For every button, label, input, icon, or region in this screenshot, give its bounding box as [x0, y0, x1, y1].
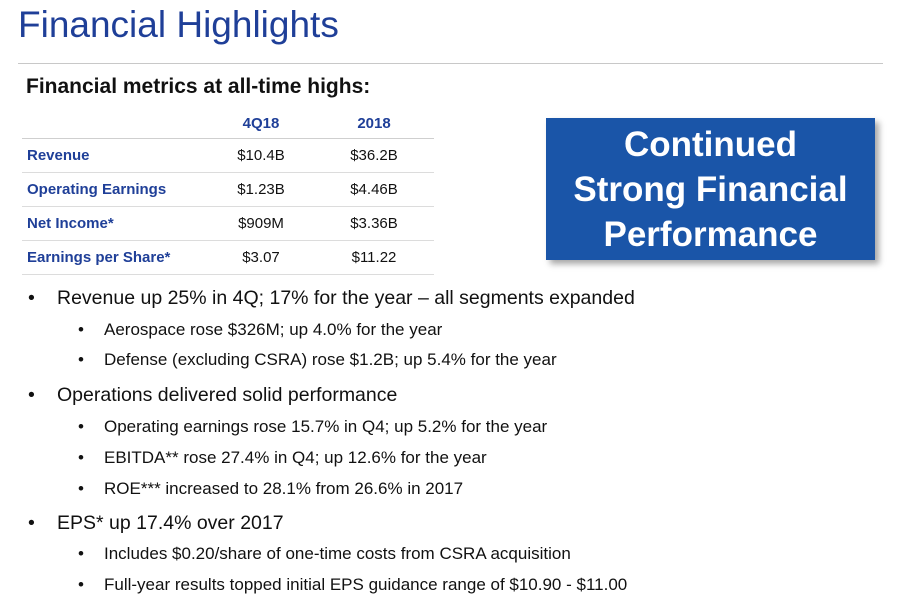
sub-bullet-marker: •: [78, 479, 84, 498]
cell-4q18: $10.4B: [208, 138, 314, 173]
sub-bullet-item: Aerospace rose $326M; up 4.0% for the ye…: [104, 320, 443, 339]
sub-bullet-marker: •: [78, 544, 84, 563]
cell-2018: $4.46B: [314, 172, 434, 207]
bullet-item: EPS* up 17.4% over 2017: [57, 512, 284, 534]
sub-bullet-marker: •: [78, 448, 84, 467]
metrics-table: 4Q18 2018 Revenue $10.4B $36.2B Operatin…: [22, 108, 434, 275]
cell-2018: $3.36B: [314, 206, 434, 241]
table-row: Revenue $10.4B $36.2B: [22, 138, 434, 173]
callout-line: Strong Financial: [573, 169, 848, 209]
page-title: Financial Highlights: [18, 4, 339, 45]
sub-bullet-item: Operating earnings rose 15.7% in Q4; up …: [104, 417, 548, 436]
row-label: Operating Earnings: [22, 172, 208, 207]
bullet-item: Revenue up 25% in 4Q; 17% for the year –…: [57, 287, 635, 309]
sub-bullet-item: Includes $0.20/share of one-time costs f…: [104, 544, 571, 563]
bullet-marker: •: [28, 287, 35, 309]
sub-bullet-marker: •: [78, 320, 84, 339]
bullet-item: Operations delivered solid performance: [57, 384, 398, 406]
callout-box: Continued Strong Financial Performance: [546, 118, 875, 260]
bullet-marker: •: [28, 512, 35, 534]
row-label: Earnings per Share*: [22, 240, 208, 275]
cell-2018: $36.2B: [314, 138, 434, 173]
table-header-row: 4Q18 2018: [22, 108, 434, 139]
sub-bullet-marker: •: [78, 417, 84, 436]
sub-bullet-item: Full-year results topped initial EPS gui…: [104, 575, 628, 594]
sub-bullet-item: Defense (excluding CSRA) rose $1.2B; up …: [104, 350, 557, 369]
title-divider: [18, 63, 883, 64]
table-row: Net Income* $909M $3.36B: [22, 206, 434, 241]
table-row: Operating Earnings $1.23B $4.46B: [22, 172, 434, 207]
sub-bullet-item: ROE*** increased to 28.1% from 26.6% in …: [104, 479, 464, 498]
bullet-marker: •: [28, 384, 35, 406]
cell-4q18: $909M: [208, 206, 314, 241]
callout-line: Continued: [623, 124, 798, 164]
row-label: Net Income*: [22, 206, 208, 241]
sub-bullet-marker: •: [78, 575, 84, 594]
sub-bullet-item: EBITDA** rose 27.4% in Q4; up 12.6% for …: [104, 448, 487, 467]
sub-bullet-marker: •: [78, 350, 84, 369]
cell-4q18: $1.23B: [208, 172, 314, 207]
table-heading: Financial metrics at all-time highs:: [26, 75, 371, 98]
callout-line: Performance: [603, 214, 818, 254]
row-label: Revenue: [22, 138, 208, 173]
cell-2018: $11.22: [314, 240, 434, 275]
table-row: Earnings per Share* $3.07 $11.22: [22, 240, 434, 275]
column-header-label: [22, 108, 208, 139]
cell-4q18: $3.07: [208, 240, 314, 275]
column-header-2018: 2018: [314, 108, 434, 139]
column-header-4q18: 4Q18: [208, 108, 314, 139]
